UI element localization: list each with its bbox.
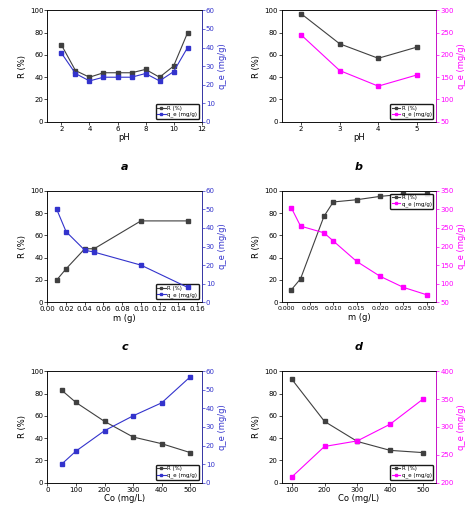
Y-axis label: R (%): R (%)	[252, 54, 261, 77]
X-axis label: Co (mg/L): Co (mg/L)	[104, 494, 145, 503]
Text: c: c	[121, 343, 128, 352]
Y-axis label: q_e (mg/g): q_e (mg/g)	[456, 224, 465, 269]
X-axis label: pH: pH	[353, 133, 365, 142]
Y-axis label: R (%): R (%)	[18, 235, 27, 258]
Legend: R (%), q_e (mg/g): R (%), q_e (mg/g)	[155, 104, 199, 119]
Legend: R (%), q_e (mg/g): R (%), q_e (mg/g)	[390, 104, 433, 119]
Legend: R (%), q_e (mg/g): R (%), q_e (mg/g)	[155, 465, 199, 480]
X-axis label: m (g): m (g)	[113, 314, 136, 323]
Y-axis label: R (%): R (%)	[18, 54, 27, 77]
X-axis label: Co (mg/L): Co (mg/L)	[338, 494, 380, 503]
Text: b: b	[355, 162, 363, 172]
Text: d: d	[355, 343, 363, 352]
Y-axis label: R (%): R (%)	[252, 416, 261, 439]
Y-axis label: q_e (mg/g): q_e (mg/g)	[218, 224, 227, 269]
Y-axis label: q_e (mg/g): q_e (mg/g)	[218, 404, 227, 450]
Y-axis label: q_e (mg/g): q_e (mg/g)	[456, 43, 465, 89]
Y-axis label: R (%): R (%)	[18, 416, 27, 439]
Text: a: a	[121, 162, 128, 172]
Y-axis label: q_e (mg/g): q_e (mg/g)	[456, 404, 465, 450]
X-axis label: m (g): m (g)	[347, 313, 370, 322]
Y-axis label: q_e (mg/g): q_e (mg/g)	[218, 43, 227, 89]
Legend: R (%), q_e (mg/g): R (%), q_e (mg/g)	[155, 284, 199, 299]
Legend: R (%), q_e (mg/g): R (%), q_e (mg/g)	[390, 465, 433, 480]
Legend: R (%), q_e (mg/g): R (%), q_e (mg/g)	[390, 194, 433, 209]
X-axis label: pH: pH	[118, 133, 130, 142]
Y-axis label: R (%): R (%)	[252, 235, 261, 258]
